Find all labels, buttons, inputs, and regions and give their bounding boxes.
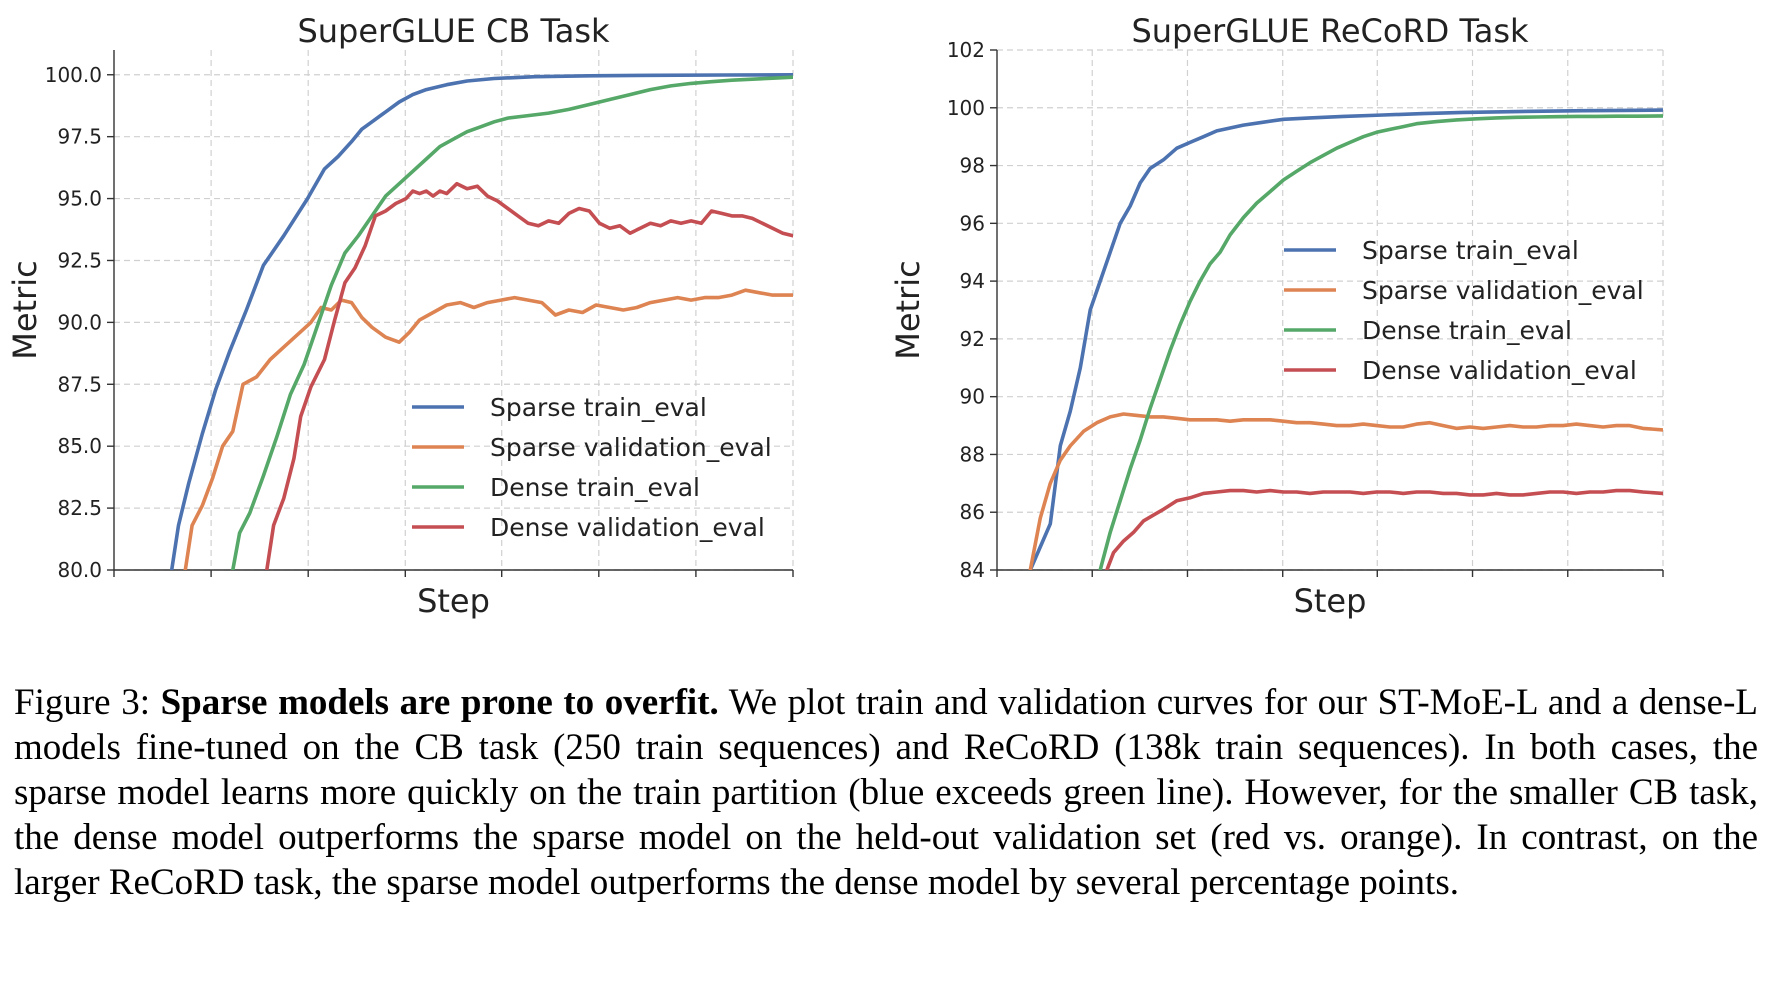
legend-label-dense-validation-eval: Dense validation_eval — [490, 513, 765, 542]
y-tick-label: 90 — [960, 385, 985, 409]
y-tick-label: 100.0 — [45, 63, 102, 87]
series-line-dense-train-eval — [1098, 114, 1663, 570]
y-tick-label: 85.0 — [57, 434, 102, 458]
legend-label-sparse-validation-eval: Sparse validation_eval — [490, 433, 772, 462]
chart-record: 84 86 88 90 92 94 96 98 100 102 SuperGLUE ReCoRD T… — [889, 12, 1664, 620]
y-tick-label: 87.5 — [57, 372, 102, 396]
chart-title: SuperGLUE ReCoRD Task — [1131, 12, 1529, 50]
y-tick-label: 88 — [960, 442, 985, 466]
caption-text: We plot train and validation curves for … — [14, 682, 1759, 903]
figure-caption: Figure 3: Sparse models are prone to ove… — [14, 680, 1758, 905]
legend-label-sparse-validation-eval: Sparse validation_eval — [1362, 276, 1644, 305]
figure-svg: 80.0 82.5 85.0 87.5 90.0 92.5 95.0 97.5 100.0 Sup… — [6, 12, 1664, 620]
series-line-sparse-validation-eval — [183, 288, 793, 570]
y-tick-label: 98 — [960, 154, 985, 178]
y-tick-label: 100 — [947, 96, 985, 120]
caption-bold-title: Sparse models are prone to overfit. — [160, 682, 719, 723]
y-tick-label: 95.0 — [57, 187, 102, 211]
y-tick-label: 92.5 — [57, 248, 102, 272]
y-axis-label: Metric — [889, 260, 927, 359]
y-tick-label: 84 — [960, 558, 985, 582]
y-tick-label: 94 — [960, 269, 985, 293]
legend-label-dense-validation-eval: Dense validation_eval — [1362, 356, 1637, 385]
y-tick-label: 86 — [960, 500, 985, 524]
caption-label: Figure 3: — [14, 682, 150, 723]
legend-label-sparse-train-eval: Sparse train_eval — [1362, 236, 1579, 265]
x-axis-label: Step — [417, 582, 490, 620]
series-line-sparse-validation-eval — [1028, 412, 1663, 570]
chart-cb: 80.0 82.5 85.0 87.5 90.0 92.5 95.0 97.5 100.0 Sup… — [6, 12, 794, 620]
y-axis-label: Metric — [6, 260, 44, 359]
y-tick-label: 92 — [960, 327, 985, 351]
series-line-sparse-train-eval — [1028, 108, 1663, 570]
legend-label-dense-train-eval: Dense train_eval — [490, 473, 700, 502]
x-axis-label: Step — [1294, 582, 1367, 620]
chart-title: SuperGLUE CB Task — [297, 12, 610, 50]
y-tick-label: 80.0 — [57, 558, 102, 582]
series-line-dense-train-eval — [231, 75, 793, 570]
y-tick-label: 90.0 — [57, 310, 102, 334]
y-tick-label: 97.5 — [57, 125, 102, 149]
series-line-dense-validation-eval — [264, 181, 793, 570]
legend-label-sparse-train-eval: Sparse train_eval — [490, 393, 707, 422]
y-tick-label: 82.5 — [57, 496, 102, 520]
y-tick-label: 96 — [960, 211, 985, 235]
legend-label-dense-train-eval: Dense train_eval — [1362, 316, 1572, 345]
series-line-dense-validation-eval — [1105, 488, 1663, 570]
series-line-sparse-train-eval — [169, 73, 793, 570]
figure: 80.0 82.5 85.0 87.5 90.0 92.5 95.0 97.5 100.0 Sup… — [6, 12, 1664, 620]
y-tick-label: 102 — [947, 38, 985, 62]
